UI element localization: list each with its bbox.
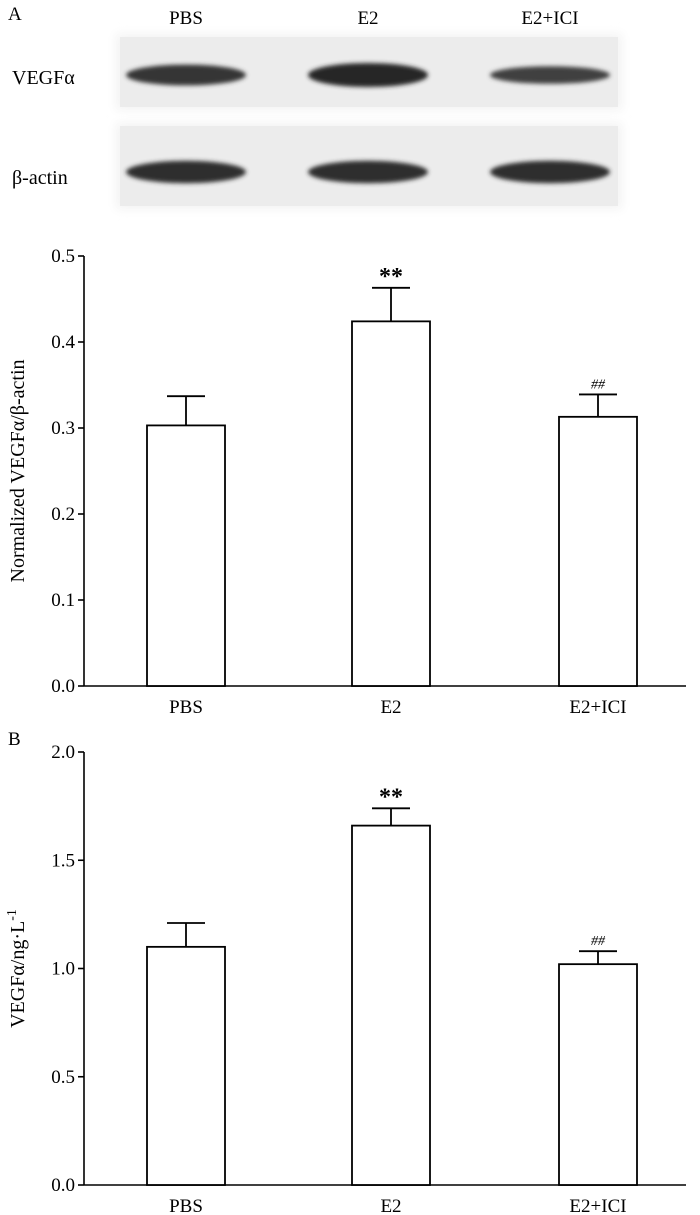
blot-band: [490, 66, 610, 84]
y-tick-label: 0.4: [51, 332, 75, 353]
y-tick-label: 0.5: [51, 1067, 75, 1088]
x-category-label: E2+ICI: [569, 697, 626, 718]
y-tick-label: 2.0: [51, 742, 75, 763]
y-axis-label: VEGFα/ng·L-1: [5, 909, 29, 1028]
y-tick-label: 0.3: [51, 418, 75, 439]
blot-band: [126, 64, 246, 86]
bar: [558, 963, 638, 1186]
panel-a-letter: A: [8, 4, 22, 25]
bar: [146, 945, 226, 1186]
x-category-label: E2: [380, 697, 401, 718]
y-tick-label: 0.5: [51, 246, 75, 267]
blot-lane-labels: PBS E2 E2+ICI: [169, 8, 578, 29]
blot-row-label: VEGFα: [12, 67, 75, 89]
blot-lane-label: PBS: [169, 8, 203, 29]
bar: [351, 824, 431, 1186]
blot-lane-label: E2: [357, 8, 378, 29]
y-tick-label: 0.0: [51, 676, 75, 697]
blot-band: [126, 160, 246, 184]
y-tick-label: 1.0: [51, 959, 75, 980]
x-category-label: PBS: [169, 1196, 203, 1215]
blot-row: β-actin: [12, 123, 622, 209]
western-blot: PBS E2 E2+ICI VEGFα β-actin: [12, 8, 622, 209]
x-category-label: E2: [380, 1196, 401, 1215]
bar: [146, 424, 226, 687]
y-axis-label-text: VEGFα/ng·L: [7, 921, 29, 1028]
bar: [351, 320, 431, 687]
blot-band: [308, 63, 428, 87]
blot-lane-label: E2+ICI: [521, 8, 578, 29]
blot-band: [308, 160, 428, 184]
chart-b: 0.0 0.5 1.0 1.5 2.0 VEGFα/ng·L-1 PBS ** E2 ## E2+I…: [5, 742, 686, 1215]
y-axis-label: Normalized VEGFα/β-actin: [7, 359, 29, 582]
y-tick-label: 0.2: [51, 504, 75, 525]
y-tick-label: 0.0: [51, 1175, 75, 1196]
significance-marker: **: [379, 784, 403, 810]
bar: [558, 415, 638, 687]
blot-row: VEGFα: [12, 34, 622, 110]
blot-band: [490, 160, 610, 184]
y-tick-label: 1.5: [51, 850, 75, 871]
y-axis-label-superscript: -1: [5, 909, 20, 921]
blot-row-label: β-actin: [12, 167, 68, 189]
y-tick-label: 0.1: [51, 590, 75, 611]
x-category-label: PBS: [169, 697, 203, 718]
significance-marker: **: [379, 264, 403, 290]
comparison-marker: ##: [591, 934, 606, 949]
blot-rows: VEGFα β-actin: [12, 34, 622, 209]
panel-b-letter: B: [8, 729, 21, 750]
y-axis-label-text: Normalized VEGFα/β-actin: [7, 359, 29, 582]
x-category-label: E2+ICI: [569, 1196, 626, 1215]
comparison-marker: ##: [591, 377, 606, 392]
chart-a: 0.0 0.1 0.2 0.3 0.4 0.5 Normalized VEGFα/β-act…: [7, 246, 686, 718]
